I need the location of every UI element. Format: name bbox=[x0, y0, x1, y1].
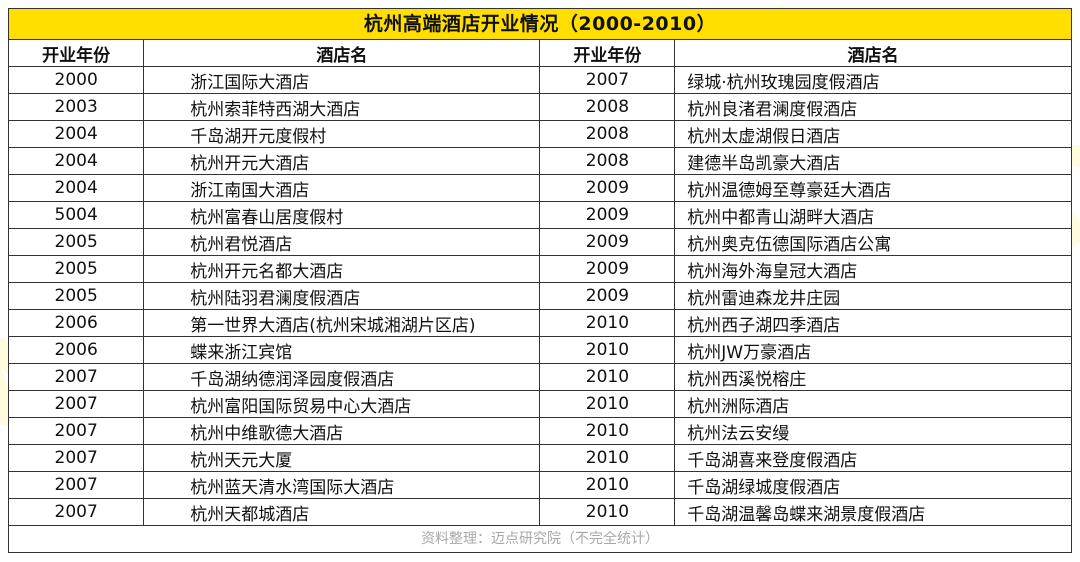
hotel-name-right: 千岛湖绿城度假酒店 bbox=[674, 471, 1071, 499]
table-title: 杭州高端酒店开业情况（2000-2010） bbox=[9, 9, 1071, 40]
hotel-name-right: 杭州良渚君澜度假酒店 bbox=[674, 93, 1071, 121]
hotel-name-left: 浙江国际大酒店 bbox=[143, 66, 541, 94]
hotel-name-right: 杭州西子湖四季酒店 bbox=[674, 309, 1071, 337]
hotel-name-right: 杭州西溪悦榕庄 bbox=[674, 363, 1071, 391]
opening-year-right: 2008 bbox=[539, 147, 676, 175]
table-row: 2000 浙江国际大酒店 2007 绿城·杭州玫瑰园度假酒店 bbox=[9, 66, 1071, 94]
hotel-name-left: 第一世界大酒店(杭州宋城湘湖片区店) bbox=[143, 309, 541, 337]
table-row: 2007 杭州中维歌德大酒店 2010 杭州法云安缦 bbox=[9, 417, 1071, 445]
opening-year-left: 2000 bbox=[9, 66, 145, 94]
hotel-name-left: 杭州开元名都大酒店 bbox=[143, 255, 541, 283]
opening-year-right: 2010 bbox=[539, 390, 676, 418]
table-row: 2006 第一世界大酒店(杭州宋城湘湖片区店) 2010 杭州西子湖四季酒店 bbox=[9, 309, 1071, 337]
opening-year-right: 2009 bbox=[539, 174, 676, 202]
opening-year-right: 2010 bbox=[539, 363, 676, 391]
hotel-name-left: 杭州富春山居度假村 bbox=[143, 201, 541, 229]
table-row: 2007 杭州天元大厦 2010 千岛湖喜来登度假酒店 bbox=[9, 444, 1071, 472]
opening-year-right: 2010 bbox=[539, 417, 676, 445]
opening-year-left: 2004 bbox=[9, 120, 145, 148]
opening-year-left: 2007 bbox=[9, 417, 145, 445]
opening-year-left: 2005 bbox=[9, 255, 145, 283]
table-row: 2004 浙江南国大酒店 2009 杭州温德姆至尊豪廷大酒店 bbox=[9, 174, 1071, 202]
opening-year-right: 2009 bbox=[539, 201, 676, 229]
hotel-name-right: 千岛湖喜来登度假酒店 bbox=[674, 444, 1071, 472]
hotel-name-right: 杭州太虚湖假日酒店 bbox=[674, 120, 1071, 148]
opening-year-left: 2007 bbox=[9, 390, 145, 418]
hotel-name-left: 杭州君悦酒店 bbox=[143, 228, 541, 256]
opening-year-right: 2010 bbox=[539, 498, 676, 526]
hotel-name-left: 杭州富阳国际贸易中心大酒店 bbox=[143, 390, 541, 418]
table-row: 2006 蝶来浙江宾馆 2010 杭州JW万豪酒店 bbox=[9, 336, 1071, 364]
opening-year-left: 2004 bbox=[9, 147, 145, 175]
opening-year-left: 2007 bbox=[9, 471, 145, 499]
table-row: 2007 千岛湖纳德润泽园度假酒店 2010 杭州西溪悦榕庄 bbox=[9, 363, 1071, 391]
header-row: 开业年份 酒店名 开业年份 酒店名 bbox=[9, 40, 1071, 67]
table-row: 2004 杭州开元大酒店 2008 建德半岛凯豪大酒店 bbox=[9, 147, 1071, 175]
hotel-name-right: 杭州温德姆至尊豪廷大酒店 bbox=[674, 174, 1071, 202]
opening-year-right: 2009 bbox=[539, 228, 676, 256]
hotel-name-right: 千岛湖温馨岛蝶来湖景度假酒店 bbox=[674, 498, 1071, 526]
table-row: 2007 杭州蓝天清水湾国际大酒店 2010 千岛湖绿城度假酒店 bbox=[9, 471, 1071, 499]
opening-year-left: 2007 bbox=[9, 498, 145, 526]
opening-year-right: 2010 bbox=[539, 309, 676, 337]
opening-year-left: 2005 bbox=[9, 228, 145, 256]
hotel-name-right: 杭州中都青山湖畔大酒店 bbox=[674, 201, 1071, 229]
hotel-name-right: 建德半岛凯豪大酒店 bbox=[674, 147, 1071, 175]
hotel-name-left: 杭州索菲特西湖大酒店 bbox=[143, 93, 541, 121]
table-body: 2000 浙江国际大酒店 2007 绿城·杭州玫瑰园度假酒店 2003 杭州索菲特西湖大酒… bbox=[9, 66, 1071, 526]
hotel-name-left: 杭州中维歌德大酒店 bbox=[143, 417, 541, 445]
header-name-left: 酒店名 bbox=[143, 40, 541, 67]
hotel-name-right: 杭州法云安缦 bbox=[674, 417, 1071, 445]
opening-year-left: 2006 bbox=[9, 336, 145, 364]
hotel-name-left: 千岛湖开元度假村 bbox=[143, 120, 541, 148]
hotel-name-left: 杭州天都城酒店 bbox=[143, 498, 541, 526]
hotel-name-right: 杭州奥克伍德国际酒店公寓 bbox=[674, 228, 1071, 256]
hotel-name-right: 杭州洲际酒店 bbox=[674, 390, 1071, 418]
opening-year-right: 2008 bbox=[539, 120, 676, 148]
opening-year-right: 2010 bbox=[539, 444, 676, 472]
opening-year-right: 2008 bbox=[539, 93, 676, 121]
opening-year-left: 5004 bbox=[9, 201, 145, 229]
hotel-name-left: 蝶来浙江宾馆 bbox=[143, 336, 541, 364]
opening-year-left: 2004 bbox=[9, 174, 145, 202]
hotel-name-right: 杭州海外海皇冠大酒店 bbox=[674, 255, 1071, 283]
header-year-right: 开业年份 bbox=[539, 40, 676, 67]
opening-year-left: 2005 bbox=[9, 282, 145, 310]
hotel-name-left: 杭州陆羽君澜度假酒店 bbox=[143, 282, 541, 310]
hotel-opening-table-sheet: 杭州高端酒店开业情况（2000-2010） 开业年份 酒店名 开业年份 酒店名 … bbox=[8, 8, 1072, 553]
header-year-left: 开业年份 bbox=[9, 40, 145, 67]
source-footnote: 资料整理：迈点研究院（不完全统计） bbox=[421, 531, 659, 547]
hotel-name-right: 绿城·杭州玫瑰园度假酒店 bbox=[674, 66, 1071, 94]
table-row: 2007 杭州富阳国际贸易中心大酒店 2010 杭州洲际酒店 bbox=[9, 390, 1071, 418]
opening-year-left: 2007 bbox=[9, 363, 145, 391]
opening-year-left: 2006 bbox=[9, 309, 145, 337]
opening-year-left: 2007 bbox=[9, 444, 145, 472]
table-row: 2005 杭州君悦酒店 2009 杭州奥克伍德国际酒店公寓 bbox=[9, 228, 1071, 256]
opening-year-right: 2010 bbox=[539, 336, 676, 364]
hotel-name-right: 杭州JW万豪酒店 bbox=[674, 336, 1071, 364]
opening-year-left: 2003 bbox=[9, 93, 145, 121]
hotel-name-left: 千岛湖纳德润泽园度假酒店 bbox=[143, 363, 541, 391]
table-row: 2003 杭州索菲特西湖大酒店 2008 杭州良渚君澜度假酒店 bbox=[9, 93, 1071, 121]
opening-year-right: 2007 bbox=[539, 66, 676, 94]
table-row: 2005 杭州开元名都大酒店 2009 杭州海外海皇冠大酒店 bbox=[9, 255, 1071, 283]
hotel-table: 开业年份 酒店名 开业年份 酒店名 2000 浙江国际大酒店 2007 绿城·杭州玫瑰… bbox=[9, 40, 1071, 526]
table-row: 2007 杭州天都城酒店 2010 千岛湖温馨岛蝶来湖景度假酒店 bbox=[9, 498, 1071, 526]
hotel-name-left: 浙江南国大酒店 bbox=[143, 174, 541, 202]
opening-year-right: 2009 bbox=[539, 282, 676, 310]
table-row: 2004 千岛湖开元度假村 2008 杭州太虚湖假日酒店 bbox=[9, 120, 1071, 148]
hotel-name-left: 杭州蓝天清水湾国际大酒店 bbox=[143, 471, 541, 499]
hotel-name-right: 杭州雷迪森龙井庄园 bbox=[674, 282, 1071, 310]
hotel-name-left: 杭州天元大厦 bbox=[143, 444, 541, 472]
hotel-name-left: 杭州开元大酒店 bbox=[143, 147, 541, 175]
table-row: 5004 杭州富春山居度假村 2009 杭州中都青山湖畔大酒店 bbox=[9, 201, 1071, 229]
header-name-right: 酒店名 bbox=[674, 40, 1071, 67]
opening-year-right: 2010 bbox=[539, 471, 676, 499]
opening-year-right: 2009 bbox=[539, 255, 676, 283]
table-row: 2005 杭州陆羽君澜度假酒店 2009 杭州雷迪森龙井庄园 bbox=[9, 282, 1071, 310]
